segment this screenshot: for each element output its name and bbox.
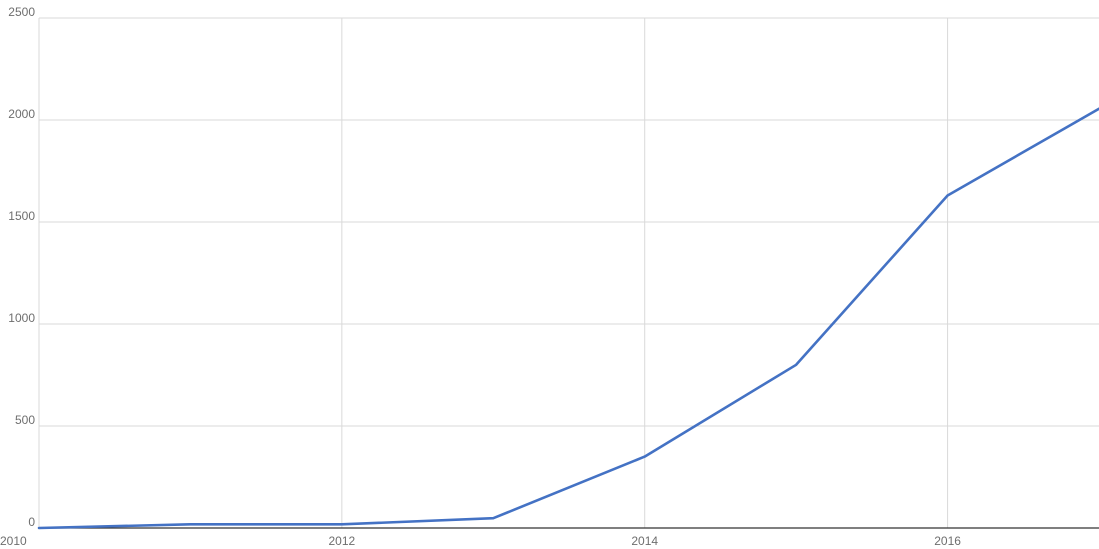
y-tick-label: 1500 [8,209,35,223]
y-tick-label: 500 [15,413,35,427]
tick-label-layer: 0 500 1000 1500 2000 2500 2010 2012 2014 2016 [0,5,961,548]
data-point [793,362,799,368]
x-tick-label: 2014 [631,534,658,548]
data-point [187,521,193,527]
data-point [490,515,496,521]
x-tick-label: 2010 [0,534,27,548]
data-point [339,521,345,527]
x-tick-label: 2016 [934,534,961,548]
series-layer [36,107,1099,531]
data-point [36,525,42,531]
data-point [642,454,648,460]
data-point [945,192,951,198]
y-tick-label: 2500 [8,5,35,19]
x-tick-label: 2012 [329,534,356,548]
y-tick-label: 0 [28,515,35,529]
y-tick-label: 2000 [8,107,35,121]
series-line [37,107,1099,530]
y-tick-label: 1000 [8,311,35,325]
grid-layer [38,17,1099,528]
